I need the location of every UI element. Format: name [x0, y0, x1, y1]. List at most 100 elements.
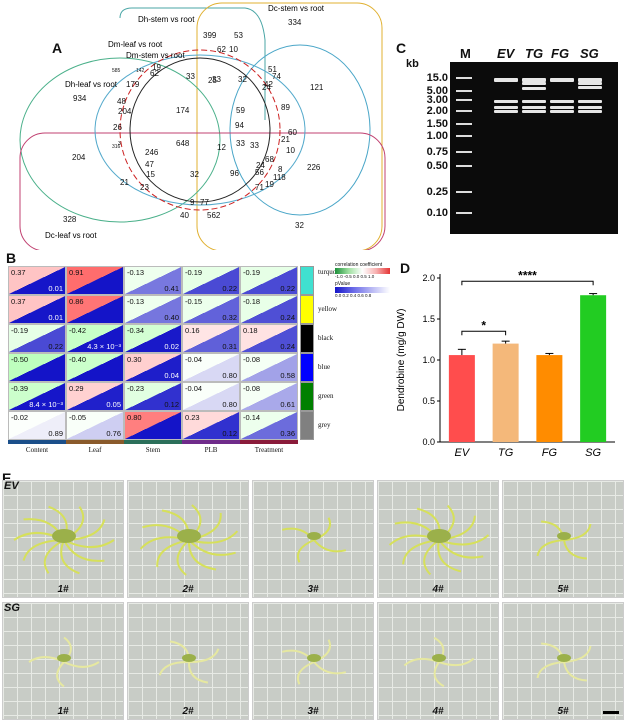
panel-label-b: B	[6, 250, 17, 266]
gel-band	[522, 100, 546, 103]
venn-count: 60	[288, 128, 297, 137]
venn-count: 21	[281, 135, 290, 144]
heatmap-cell: -0.40	[66, 353, 124, 382]
correlation-value: -0.08	[243, 384, 261, 393]
heatmap-cell: -0.18 0.24	[240, 295, 298, 324]
p-value: 0.80	[222, 400, 237, 409]
venn-count: 226	[307, 163, 321, 172]
p-value: 0.01	[48, 313, 63, 322]
panel-c-gel: C kb 15.0 5.00 3.00 2.00 1.50 1.00 0.75 0.50 0.2…	[390, 0, 629, 250]
correlation-value: 0.23	[185, 413, 200, 422]
heatmap-cell: -0.19 0.22	[240, 266, 298, 295]
gel-band	[494, 110, 518, 113]
venn-count: 53	[234, 31, 243, 40]
gel-band	[550, 78, 574, 82]
venn-count: 24	[262, 83, 271, 92]
gel-band	[494, 106, 518, 109]
legend-r-title: correlation coefficient	[335, 262, 383, 268]
correlation-value: -0.04	[185, 355, 203, 364]
venn-count: 328	[63, 215, 77, 224]
venn-count: 12	[217, 143, 226, 152]
venn-count: 334	[288, 18, 302, 27]
column-color-bar	[66, 440, 124, 444]
photo-number: 5#	[557, 584, 569, 595]
heatmap-cell: -0.23 0.12	[124, 382, 182, 411]
heatmap-cell: 0.18 0.24	[240, 324, 298, 353]
heatmap-cell: -0.15 0.32	[182, 295, 240, 324]
venn-count: 77	[200, 198, 209, 207]
gel-band	[578, 110, 602, 113]
correlation-value: 0.30	[127, 355, 142, 364]
venn-count: 51	[268, 65, 277, 74]
venn-count: 32	[295, 221, 304, 230]
venn-count: 56	[255, 168, 264, 177]
plant-photo: 3#	[252, 480, 374, 598]
heatmap-cell: -0.04 0.80	[182, 382, 240, 411]
x-tick-label: FG	[542, 447, 558, 459]
heatmap-cell: -0.19 0.22	[182, 266, 240, 295]
gel-band	[456, 212, 472, 214]
column-color-bar	[240, 440, 298, 444]
plant-photo: 4#	[377, 602, 499, 720]
venn-count: 179	[126, 80, 140, 89]
gel-marker-size: 0.50	[426, 160, 448, 172]
correlation-value: -0.18	[243, 297, 261, 306]
bar-chart: 0.0 0.5 1.0 1.5 2.0 Dendrobine (mg/g DW) EV TG F…	[396, 268, 615, 459]
module-label: black	[318, 334, 334, 342]
plant-drawing	[536, 520, 592, 560]
correlation-value: -0.19	[243, 268, 261, 277]
plant-photo: 1#	[2, 602, 124, 720]
venn-count: 15	[146, 170, 155, 179]
correlation-value: 0.29	[69, 384, 84, 393]
venn-count: 399	[203, 31, 217, 40]
correlation-value: 0.86	[69, 297, 84, 306]
legend-r: correlation coefficient -1.0 -0.5 0.0 0.…	[335, 262, 390, 298]
gel-band	[550, 106, 574, 109]
y-tick-label: 0.5	[422, 396, 435, 406]
panel-label-e: E	[2, 470, 12, 486]
y-tick-label: 0.0	[422, 437, 435, 447]
panel-b-heatmap: B 0.37 0.01 0.91 -0.13 0.41 -0.19 0.22 -0.19 0.2…	[0, 248, 390, 470]
module-label: green	[318, 392, 334, 400]
venn-label: Dh-leaf vs root	[65, 80, 118, 89]
significance-bracket	[461, 330, 507, 336]
gel-band	[522, 82, 546, 85]
venn-count: 204	[72, 153, 86, 162]
gel-marker-size: 0.10	[426, 207, 448, 219]
significance-label: ****	[518, 268, 537, 282]
heatmap-cell: 0.80	[124, 411, 182, 440]
p-value: 0.12	[222, 429, 237, 438]
venn-count: 62	[217, 45, 226, 54]
gel-band	[550, 100, 574, 103]
gel-band	[578, 106, 602, 109]
heatmap-cell: -0.50	[8, 353, 66, 382]
p-value: 0.40	[164, 313, 179, 322]
column-label: Treatment	[254, 446, 284, 454]
significance-label: *	[481, 318, 486, 332]
plant-drawing	[536, 642, 592, 682]
module-label: turquoise	[318, 268, 345, 276]
heatmap-cell: -0.05 0.76	[66, 411, 124, 440]
venn-count: 316	[112, 144, 121, 150]
venn-count: 142	[136, 68, 145, 74]
correlation-value: -0.13	[127, 268, 145, 277]
gel-band	[494, 78, 518, 82]
venn-count: 204	[118, 107, 132, 116]
venn-count: 33	[212, 75, 221, 84]
venn-count: 3	[118, 141, 121, 147]
venn-count: 32	[238, 75, 247, 84]
p-value: 0.05	[106, 400, 121, 409]
gel-marker-size: 2.00	[426, 105, 448, 117]
venn-count: 33	[186, 72, 195, 81]
venn-label: Dc-stem vs root	[268, 4, 325, 13]
module-label: yellow	[318, 305, 338, 313]
panel-label-c: C	[396, 40, 407, 56]
p-value: 0.04	[164, 371, 179, 380]
venn-count: 33	[250, 141, 259, 150]
venn-count: 9	[190, 198, 195, 207]
venn-count: 71	[255, 183, 264, 192]
plant-photo: 4#	[377, 480, 499, 598]
correlation-value: -0.19	[11, 326, 29, 335]
gel-marker-size: 5.00	[426, 85, 448, 97]
gel-band	[578, 86, 602, 89]
